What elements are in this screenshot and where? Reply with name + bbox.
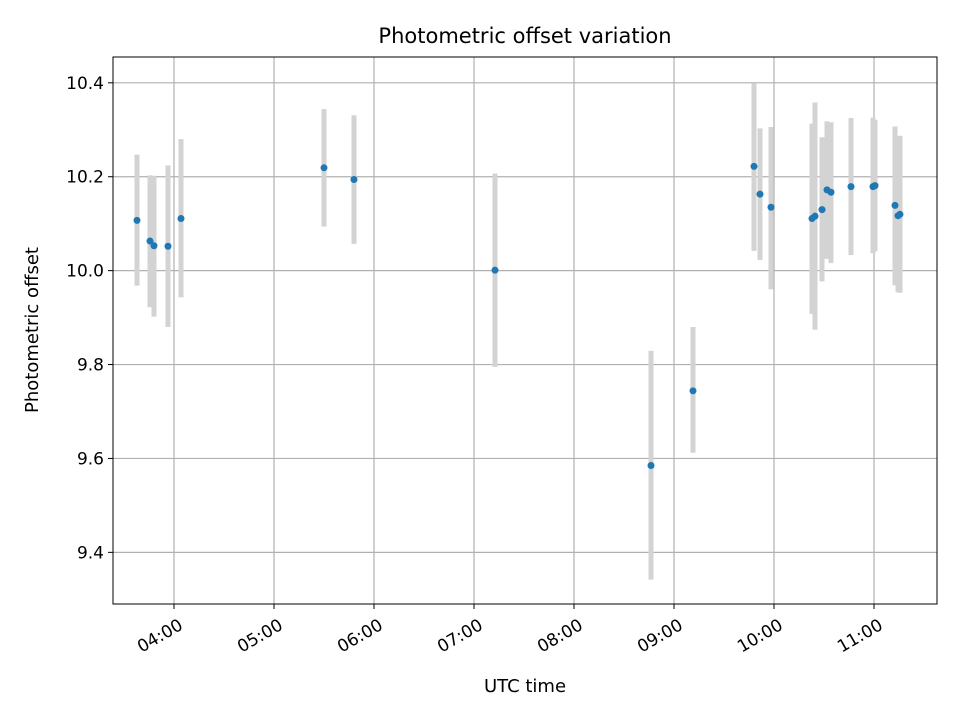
data-point	[891, 201, 899, 209]
data-point	[811, 212, 819, 220]
data-point	[133, 216, 141, 224]
data-point	[767, 203, 775, 211]
chart-title: Photometric offset variation	[378, 24, 671, 48]
plot-area	[113, 57, 937, 604]
data-point	[756, 190, 764, 198]
data-point	[647, 461, 655, 469]
y-tick-label: 9.4	[77, 543, 104, 563]
data-point	[164, 242, 172, 250]
data-point	[896, 210, 904, 218]
data-point	[350, 176, 358, 184]
data-point	[818, 206, 826, 214]
y-axis-label: Photometric offset	[22, 247, 43, 413]
data-point	[827, 188, 835, 196]
data-point	[491, 266, 499, 274]
y-tick-label: 9.8	[77, 356, 104, 376]
data-point	[150, 242, 158, 250]
data-point	[177, 215, 185, 223]
data-point	[689, 387, 697, 395]
y-axis-ticks: 9.4 9.6 9.8 10.0 10.2 10.4	[66, 74, 113, 563]
y-tick-label: 10.0	[66, 262, 104, 282]
y-tick-label: 10.4	[66, 74, 104, 94]
data-point	[320, 164, 328, 172]
data-point	[146, 237, 154, 245]
grid-layer	[113, 57, 937, 604]
point-layer	[133, 162, 904, 469]
y-tick-label: 10.2	[66, 168, 104, 188]
data-point	[750, 162, 758, 170]
data-point	[871, 182, 879, 190]
y-tick-label: 9.6	[77, 449, 104, 469]
x-axis-label: UTC time	[484, 676, 566, 697]
data-point	[847, 183, 855, 191]
plot-frame	[112, 56, 938, 605]
